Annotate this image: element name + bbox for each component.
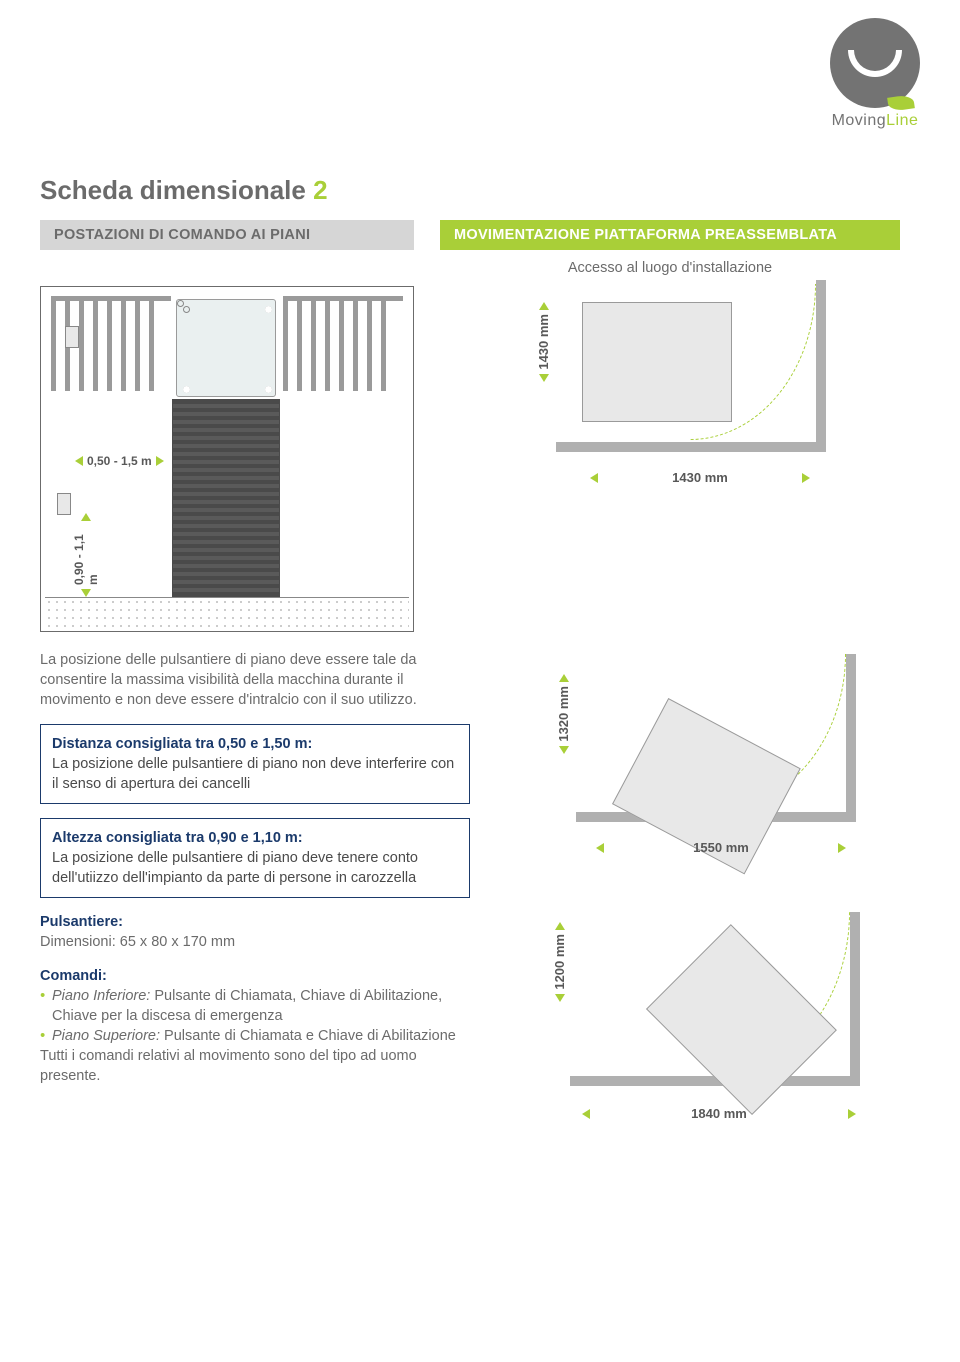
- plan2-hdim: 1550 mm: [693, 840, 749, 855]
- pulsantiere-heading: Pulsantiere:: [40, 914, 123, 930]
- comandi-tail: Tutti i comandi relativi al movimento so…: [40, 1046, 470, 1086]
- plan3-vdim: 1200 mm: [552, 934, 567, 990]
- plan3-hdim: 1840 mm: [691, 1106, 747, 1121]
- intro-paragraph: La posizione delle pulsantiere di piano …: [40, 650, 470, 710]
- comandi-heading: Comandi:: [40, 968, 107, 984]
- comandi-item-1: Piano Inferiore: Pulsante di Chiamata, C…: [40, 986, 470, 1026]
- box2-body: La posizione delle pulsantiere di piano …: [52, 850, 418, 886]
- elevation-figure: 0,50 - 1,5 m 0,90 - 1,1 m: [40, 286, 414, 632]
- page-title: Scheda dimensionale 2: [40, 175, 920, 206]
- box2-heading: Altezza consigliata tra 0,90 e 1,10 m:: [52, 830, 303, 846]
- dim-distance: 0,50 - 1,5 m: [87, 454, 152, 468]
- plan-view-2: 1320 mm 1550 mm: [516, 660, 876, 880]
- dim-height: 0,90 - 1,1 m: [72, 525, 100, 585]
- plan1-vdim: 1430 mm: [536, 314, 551, 370]
- comandi-block: Comandi: Piano Inferiore: Pulsante di Ch…: [40, 966, 470, 1086]
- caption-access: Accesso al luogo d'installazione: [440, 260, 900, 276]
- brand-logo: MovingLine: [830, 18, 920, 130]
- plan-view-1: 1430 mm 1430 mm: [490, 284, 850, 514]
- section-tabs: POSTAZIONI DI COMANDO AI PIANI MOVIMENTA…: [40, 220, 920, 250]
- logo-suffix: Line: [886, 112, 918, 129]
- logo-mark: [830, 18, 920, 108]
- box1-heading: Distanza consigliata tra 0,50 e 1,50 m:: [52, 736, 312, 752]
- tab-left: POSTAZIONI DI COMANDO AI PIANI: [40, 220, 414, 250]
- comandi-item-2: Piano Superiore: Pulsante di Chiamata e …: [40, 1026, 470, 1046]
- plan-view-3: 1200 mm 1840 mm: [516, 914, 876, 1144]
- box-distance: Distanza consigliata tra 0,50 e 1,50 m: …: [40, 724, 470, 804]
- title-number: 2: [313, 175, 327, 205]
- logo-brand: Moving: [832, 112, 887, 129]
- title-text: Scheda dimensionale: [40, 175, 306, 205]
- box1-body: La posizione delle pulsantiere di piano …: [52, 756, 454, 792]
- box-height: Altezza consigliata tra 0,90 e 1,10 m: L…: [40, 818, 470, 898]
- pulsantiere-body: Dimensioni: 65 x 80 x 170 mm: [40, 934, 235, 950]
- plan1-hdim: 1430 mm: [672, 470, 728, 485]
- plan2-vdim: 1320 mm: [556, 686, 571, 742]
- pulsantiere-block: Pulsantiere: Dimensioni: 65 x 80 x 170 m…: [40, 912, 470, 952]
- logo-text: MovingLine: [830, 112, 920, 130]
- tab-right: MOVIMENTAZIONE PIATTAFORMA PREASSEMBLATA: [440, 220, 900, 250]
